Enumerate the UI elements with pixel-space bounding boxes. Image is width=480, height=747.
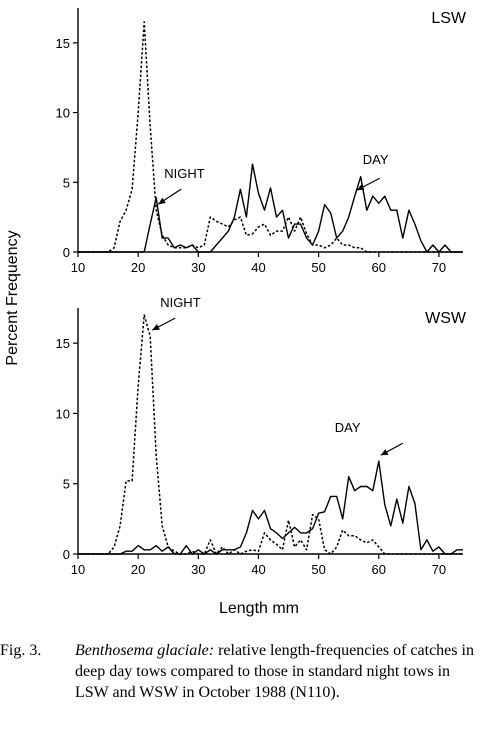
panel-wsw-x-tick-label: 70 xyxy=(432,562,446,577)
panel-wsw-x-tick-label: 40 xyxy=(251,562,265,577)
panel-lsw-x-tick-label: 70 xyxy=(432,260,446,275)
panel-wsw-series-night-line xyxy=(78,314,463,555)
panel-wsw-annotation-day: DAY xyxy=(335,420,361,435)
panel-wsw-x-tick-label: 60 xyxy=(372,562,386,577)
panel-wsw-annotation-arrowhead xyxy=(152,324,160,331)
panel-lsw-annotation-night: NIGHT xyxy=(164,166,205,181)
panel-wsw-series-day-line xyxy=(78,460,463,555)
caption-label: Fig. 3. xyxy=(0,642,42,659)
panel-lsw-annotation-arrowhead xyxy=(158,197,166,205)
panel-lsw-x-tick-label: 50 xyxy=(311,260,325,275)
panel-lsw-x-tick-label: 20 xyxy=(131,260,145,275)
x-axis-label: Length mm xyxy=(219,600,299,617)
caption-body: relative length-frequencies of catches i… xyxy=(75,642,474,701)
panel-lsw-series-day-line xyxy=(78,163,463,253)
panel-wsw-annotation-night: NIGHT xyxy=(160,295,201,310)
panel-wsw-annotation-arrowhead xyxy=(380,449,389,456)
panel-wsw-x-tick-label: 20 xyxy=(131,562,145,577)
panel-lsw-y-tick-label: 15 xyxy=(56,36,70,51)
panel-lsw-series-night-line xyxy=(78,21,463,253)
panel-wsw-y-tick-label: 15 xyxy=(56,336,70,351)
panel-wsw-label: WSW xyxy=(425,310,467,327)
panel-lsw-y-tick-label: 5 xyxy=(63,175,70,190)
panel-wsw-x-tick-label: 50 xyxy=(311,562,325,577)
caption-species: Benthosema glaciale: xyxy=(75,642,215,659)
panel-wsw-y-tick-label: 10 xyxy=(56,406,70,421)
panel-lsw-annotation-arrowhead xyxy=(356,184,365,191)
panel-wsw-y-tick-label: 0 xyxy=(63,547,70,562)
panel-lsw-x-tick-label: 40 xyxy=(251,260,265,275)
panel-lsw-y-tick-label: 10 xyxy=(56,106,70,121)
panel-lsw-x-tick-label: 10 xyxy=(71,260,85,275)
panel-wsw-x-tick-label: 30 xyxy=(191,562,205,577)
panel-lsw-x-tick-label: 30 xyxy=(191,260,205,275)
panel-lsw-label: LSW xyxy=(431,10,467,27)
caption-text: Benthosema glaciale: relative length-fre… xyxy=(75,640,475,703)
panel-wsw-x-tick-label: 10 xyxy=(71,562,85,577)
panel-lsw-annotation-day: DAY xyxy=(363,152,389,167)
panel-lsw-y-tick-label: 0 xyxy=(63,245,70,260)
y-axis-label: Percent Frequency xyxy=(4,230,21,365)
panel-lsw-x-tick-label: 60 xyxy=(372,260,386,275)
panel-wsw-y-tick-label: 5 xyxy=(63,477,70,492)
